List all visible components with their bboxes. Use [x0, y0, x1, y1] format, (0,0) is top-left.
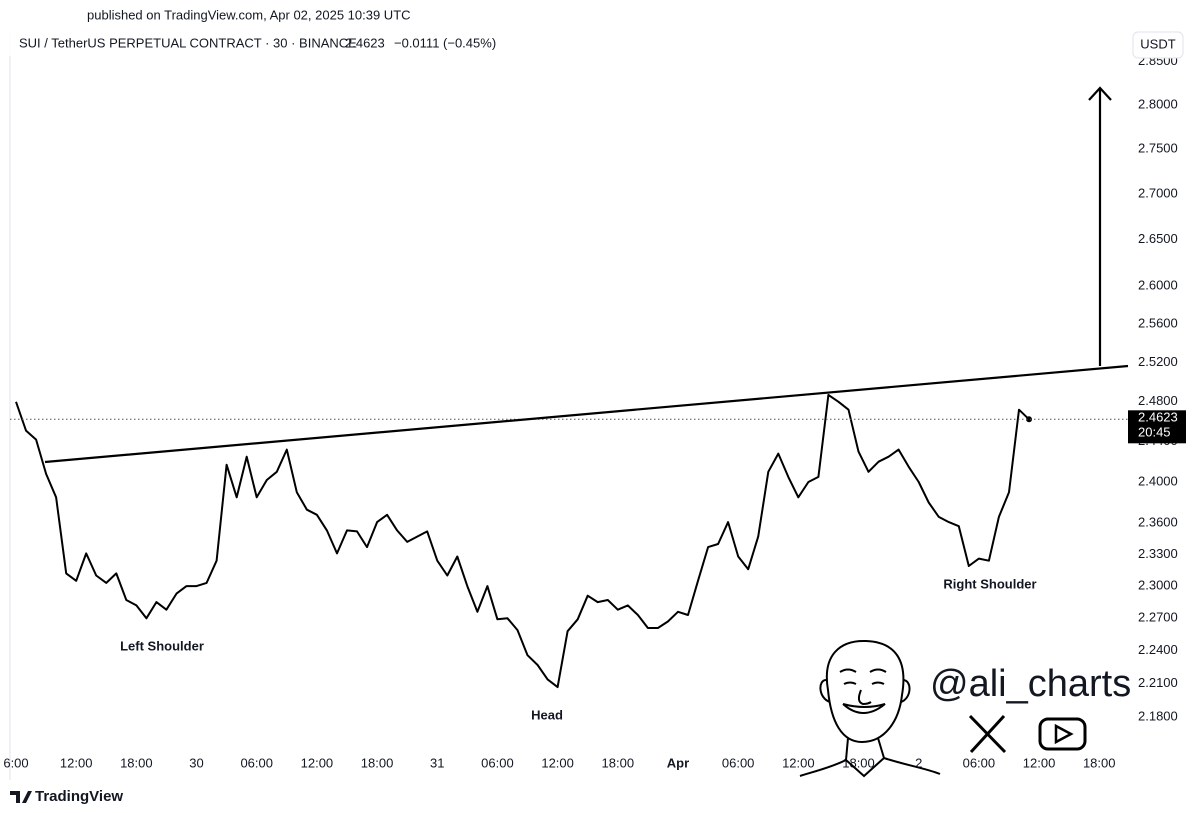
x-tick-label: 12:00: [301, 755, 334, 770]
y-tick-label: 2.3300: [1138, 546, 1178, 561]
x-tick-label: 12:00: [782, 755, 815, 770]
youtube-icon: [1038, 717, 1087, 751]
x-tick-label: 06:00: [722, 755, 755, 770]
symbol-title: SUI / TetherUS PERPETUAL CONTRACT · 30 ·…: [19, 35, 357, 50]
x-tick-label: 06:00: [481, 755, 514, 770]
price-box-countdown: 20:45: [1138, 425, 1171, 440]
x-tick-label: 18:00: [602, 755, 635, 770]
plot-area: 2.85002.80002.75002.70002.65002.60002.56…: [3, 53, 1177, 770]
y-tick-label: 2.2100: [1138, 675, 1178, 690]
x-tick-label: 2: [915, 755, 922, 770]
x-tick-label: 30: [189, 755, 203, 770]
price-box: [1128, 410, 1186, 444]
y-tick-label: 2.3000: [1138, 578, 1178, 593]
x-tick-label: 06:00: [240, 755, 273, 770]
last-point: [1026, 416, 1033, 423]
y-tick-label: 2.3600: [1138, 515, 1178, 530]
currency-label: USDT: [1140, 36, 1175, 51]
x-icon: [968, 714, 1007, 754]
x-tick-label: 31: [430, 755, 444, 770]
header-price: 2.4623: [345, 35, 385, 50]
brand-name: TradingView: [35, 788, 123, 805]
x-tick-label: 18:00: [842, 755, 875, 770]
x-tick-label: 12:00: [60, 755, 93, 770]
published-note: published on TradingView.com, Apr 02, 20…: [87, 7, 411, 22]
neckline: [44, 364, 1129, 464]
header-change: −0.0111 (−0.45%): [394, 35, 496, 50]
brand-logo: TradingView: [10, 788, 123, 805]
watermark-handle: @ali_charts: [930, 663, 1131, 705]
y-tick-label: 2.5600: [1138, 316, 1178, 331]
pattern-annotation: Left Shoulder: [120, 638, 204, 653]
y-tick-label: 2.2700: [1138, 610, 1178, 625]
y-tick-label: 2.4800: [1138, 393, 1178, 408]
x-tick-label: 12:00: [541, 755, 574, 770]
y-tick-label: 2.4000: [1138, 473, 1178, 488]
x-tick-label: 18:00: [120, 755, 153, 770]
y-tick-label: 2.1800: [1138, 709, 1178, 724]
x-tick-label: 18:00: [361, 755, 394, 770]
x-tick-label: 06:00: [963, 755, 996, 770]
y-tick-label: 2.7000: [1138, 185, 1178, 200]
y-tick-label: 2.2400: [1138, 642, 1178, 657]
pattern-annotation: Head: [531, 707, 563, 722]
arrow-head: [1088, 86, 1112, 101]
x-tick-label: 6:00: [3, 755, 28, 770]
price-line: [15, 393, 1030, 689]
currency-button[interactable]: [1132, 31, 1184, 59]
x-tick-label: 12:00: [1023, 755, 1056, 770]
price-box-value: 2.4623: [1138, 410, 1178, 425]
y-tick-label: 2.6000: [1138, 278, 1178, 293]
x-tick-label: Apr: [667, 755, 689, 770]
y-tick-label: 2.7500: [1138, 140, 1178, 155]
y-tick-label: 2.5200: [1138, 354, 1178, 369]
pattern-annotation: Right Shoulder: [943, 576, 1036, 591]
avatar: [799, 639, 941, 778]
header-bg: [0, 30, 1128, 56]
y-tick-label: 2.6500: [1138, 231, 1178, 246]
y-tick-label: 2.8000: [1138, 96, 1178, 111]
x-tick-label: 18:00: [1083, 755, 1116, 770]
